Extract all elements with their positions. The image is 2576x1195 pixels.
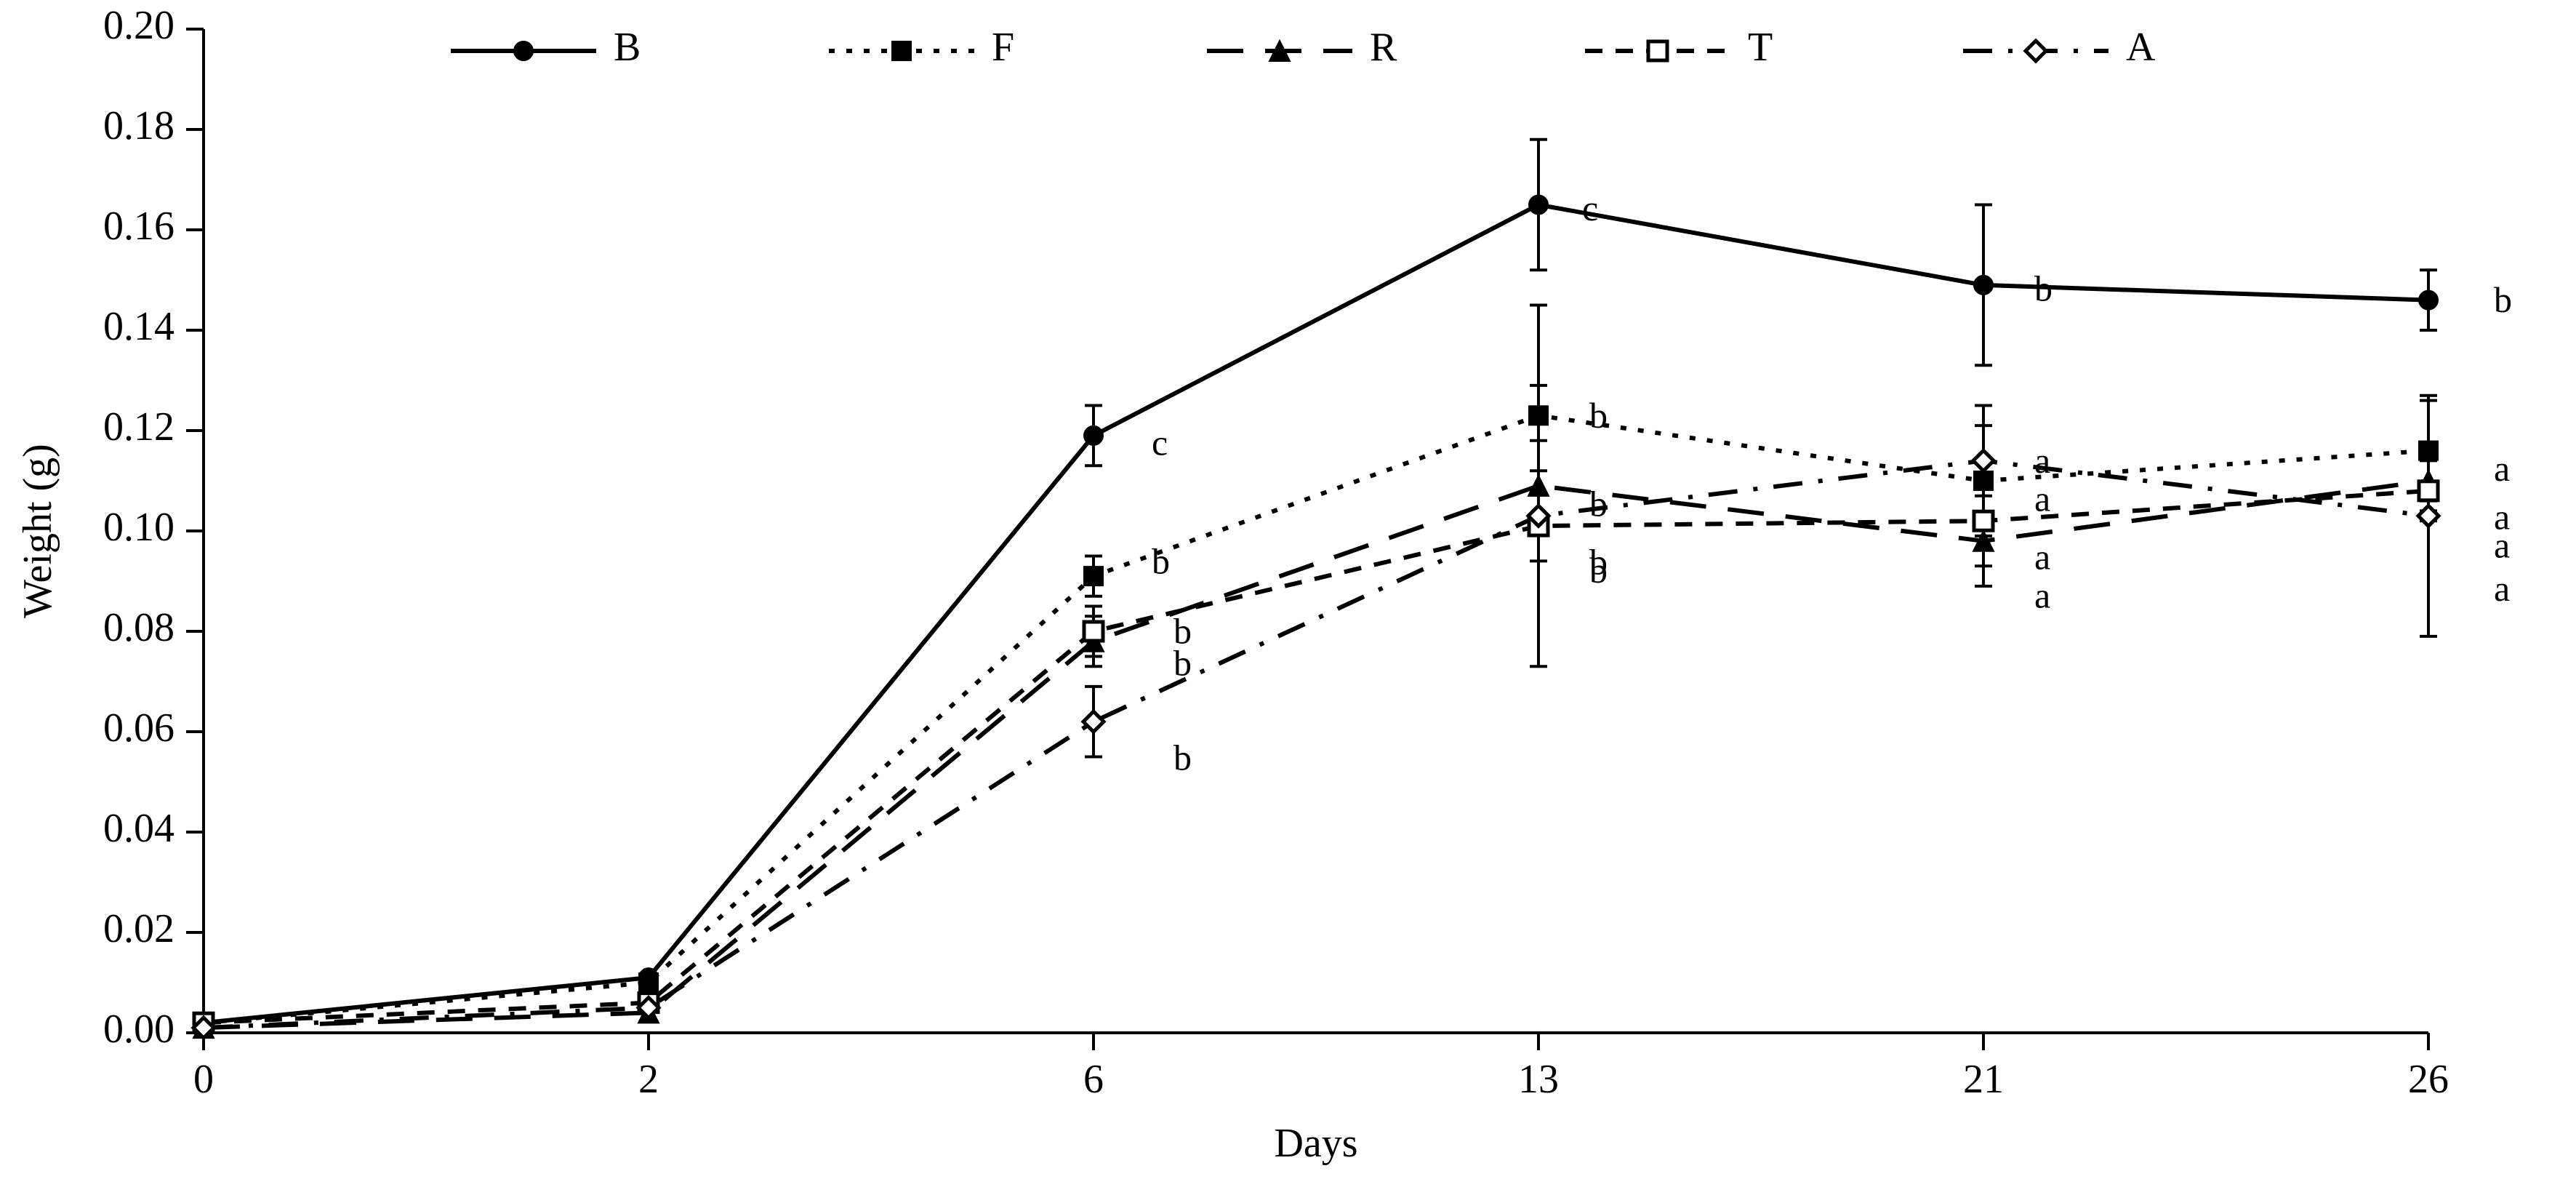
svg-text:T: T [1748, 25, 1773, 70]
svg-text:b: b [1173, 738, 1192, 778]
svg-text:a: a [2034, 478, 2050, 519]
svg-text:Days: Days [1274, 1121, 1357, 1166]
svg-text:0.20: 0.20 [103, 3, 174, 48]
svg-text:a: a [2494, 568, 2510, 609]
svg-text:21: 21 [1963, 1057, 2004, 1102]
svg-text:a: a [2034, 575, 2050, 615]
svg-text:2: 2 [638, 1057, 659, 1102]
svg-text:26: 26 [2408, 1057, 2449, 1102]
svg-text:c: c [1582, 188, 1598, 228]
svg-text:0.06: 0.06 [103, 706, 174, 751]
svg-text:0.00: 0.00 [103, 1007, 174, 1052]
svg-text:b: b [1589, 483, 1608, 524]
svg-text:0.02: 0.02 [103, 906, 174, 951]
svg-text:b: b [2494, 279, 2512, 320]
svg-text:0.16: 0.16 [103, 204, 174, 249]
svg-text:F: F [992, 25, 1014, 70]
svg-text:b: b [1173, 610, 1192, 651]
svg-text:0: 0 [193, 1057, 214, 1102]
svg-text:a: a [2034, 537, 2050, 577]
svg-text:0.04: 0.04 [103, 806, 174, 851]
svg-text:0.10: 0.10 [103, 505, 174, 550]
svg-text:0.18: 0.18 [103, 103, 174, 148]
svg-text:R: R [1370, 25, 1397, 70]
chart-svg: 0.00 0.02 0.04 0.06 0.08 0.10 0.12 0.14 0.16 0.18… [0, 0, 2576, 1195]
svg-text:0.14: 0.14 [103, 304, 174, 349]
svg-text:b: b [1589, 395, 1608, 436]
svg-text:B: B [614, 25, 641, 70]
svg-text:6: 6 [1083, 1057, 1104, 1102]
svg-text:b: b [2034, 268, 2053, 308]
svg-text:b: b [1589, 550, 1608, 591]
svg-text:a: a [2494, 448, 2510, 489]
svg-text:13: 13 [1518, 1057, 1559, 1102]
svg-text:0.08: 0.08 [103, 605, 174, 650]
svg-text:c: c [1152, 422, 1168, 463]
svg-text:a: a [2034, 440, 2050, 481]
svg-text:a: a [2494, 524, 2510, 565]
svg-text:0.12: 0.12 [103, 404, 174, 449]
svg-text:A: A [2126, 25, 2156, 70]
svg-text:Weight (g): Weight (g) [15, 444, 60, 618]
weight-over-days-chart: 0.00 0.02 0.04 0.06 0.08 0.10 0.12 0.14 0.16 0.18… [0, 0, 2576, 1195]
svg-text:b: b [1152, 541, 1170, 582]
